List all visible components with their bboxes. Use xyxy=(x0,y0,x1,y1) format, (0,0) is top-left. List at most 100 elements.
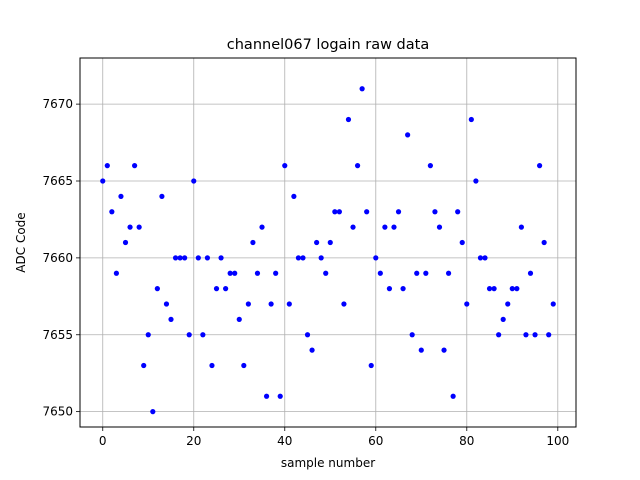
data-point xyxy=(300,255,306,261)
data-point xyxy=(541,239,547,246)
data-point xyxy=(496,332,502,338)
data-point xyxy=(414,270,420,276)
data-point xyxy=(132,163,138,169)
x-tick-label: 0 xyxy=(99,434,107,448)
data-point xyxy=(477,255,484,261)
data-point xyxy=(286,301,292,307)
data-point xyxy=(159,193,165,199)
y-axis-ticks: 7650 7655 7660 7665 7670 xyxy=(42,97,80,419)
data-point xyxy=(263,393,270,399)
data-point xyxy=(427,163,433,169)
data-point xyxy=(295,255,302,261)
chart-title: channel067 logain raw data xyxy=(227,37,429,53)
data-point xyxy=(400,286,406,292)
data-point xyxy=(191,178,197,184)
x-tick-label: 60 xyxy=(368,434,383,448)
data-point xyxy=(345,116,352,123)
data-point xyxy=(323,270,329,276)
data-point xyxy=(150,409,156,415)
data-point xyxy=(359,86,365,92)
data-point xyxy=(546,332,552,338)
plot-area-frame xyxy=(79,57,577,428)
data-point xyxy=(163,301,170,307)
data-point xyxy=(182,255,188,261)
data-point xyxy=(259,224,265,230)
grid-lines xyxy=(80,58,576,427)
data-point xyxy=(491,286,497,292)
data-point xyxy=(318,255,324,261)
y-tick-label: 7670 xyxy=(42,97,73,111)
data-point xyxy=(282,163,288,169)
data-point xyxy=(291,193,297,199)
y-tick-label: 7660 xyxy=(42,251,73,265)
data-point xyxy=(236,316,242,322)
data-point xyxy=(532,332,538,338)
data-point xyxy=(482,255,488,261)
data-point xyxy=(118,193,124,199)
data-point xyxy=(268,301,274,307)
x-axis-title: sample number xyxy=(281,456,375,470)
data-point xyxy=(523,332,529,338)
data-point xyxy=(486,286,493,292)
data-point xyxy=(254,270,261,276)
data-point xyxy=(177,255,183,261)
data-point xyxy=(473,178,479,184)
data-point xyxy=(186,332,192,338)
data-point xyxy=(109,209,115,215)
data-point xyxy=(209,362,215,369)
data-point xyxy=(350,224,356,230)
data-point xyxy=(409,332,415,338)
data-point xyxy=(405,132,411,138)
data-point xyxy=(113,270,120,276)
data-point xyxy=(445,270,452,276)
data-point xyxy=(364,209,370,215)
x-tick-label: 20 xyxy=(186,434,201,448)
data-point xyxy=(314,239,320,246)
data-point xyxy=(373,255,379,261)
data-point xyxy=(136,224,142,230)
data-point xyxy=(277,393,283,399)
data-point xyxy=(195,255,201,261)
data-point xyxy=(514,286,520,292)
data-point xyxy=(141,362,147,369)
data-point xyxy=(354,163,361,169)
data-point xyxy=(368,362,374,369)
data-point xyxy=(509,286,515,292)
data-point xyxy=(213,286,220,292)
data-point xyxy=(127,224,133,230)
data-point xyxy=(304,332,311,338)
data-point xyxy=(464,301,470,307)
data-point xyxy=(459,239,465,246)
data-point xyxy=(505,301,511,307)
data-point xyxy=(332,209,338,215)
data-point xyxy=(145,332,151,338)
data-point xyxy=(450,393,456,399)
data-point xyxy=(309,347,315,353)
y-tick-label: 7665 xyxy=(42,174,73,188)
data-point xyxy=(377,270,383,276)
data-point xyxy=(227,270,233,276)
data-point xyxy=(200,332,206,338)
x-tick-label: 80 xyxy=(459,434,474,448)
y-axis-title: ADC Code xyxy=(14,212,28,272)
data-point xyxy=(423,270,429,276)
data-point xyxy=(104,163,110,169)
x-tick-label: 100 xyxy=(546,434,569,448)
data-point xyxy=(327,239,333,246)
y-tick-label: 7650 xyxy=(42,405,73,419)
data-point xyxy=(172,255,179,261)
data-point xyxy=(218,255,224,261)
data-point xyxy=(232,270,238,276)
data-point xyxy=(341,301,347,307)
x-axis-ticks: 0 20 40 60 80 100 xyxy=(99,427,569,448)
data-point xyxy=(273,270,279,276)
data-point xyxy=(122,239,129,246)
data-point xyxy=(241,362,247,369)
data-point xyxy=(500,316,506,322)
data-point xyxy=(468,116,474,123)
data-point xyxy=(336,209,342,215)
data-point xyxy=(550,301,556,307)
data-point xyxy=(432,209,438,215)
